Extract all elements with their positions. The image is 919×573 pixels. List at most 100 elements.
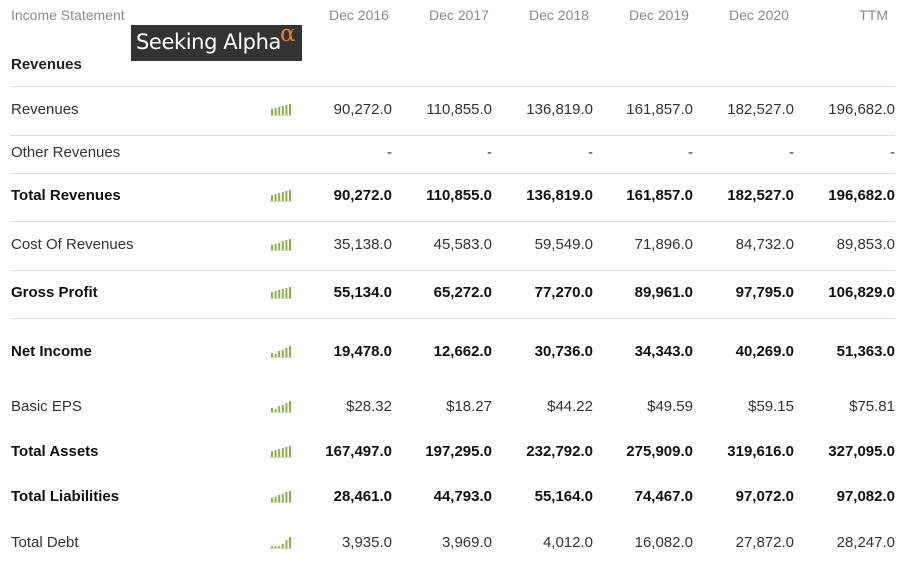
table-cell: 55,164.0 — [534, 488, 593, 505]
table-cell: 35,138.0 — [333, 236, 392, 253]
bar-chart-icon[interactable] — [270, 102, 292, 116]
spark-bar — [289, 239, 291, 250]
column-header-dec-2020: Dec 2020 — [729, 7, 789, 23]
spark-bar — [274, 409, 277, 412]
spark-bar — [281, 241, 284, 250]
table-cell: $49.59 — [647, 398, 693, 415]
row-label: Total Revenues — [11, 187, 121, 204]
bar-chart-icon[interactable] — [270, 344, 292, 358]
spark-baseline — [270, 412, 292, 413]
bar-chart-icon[interactable] — [270, 285, 292, 299]
row-label: Cost Of Revenues — [11, 236, 134, 253]
spark-bar — [274, 108, 277, 115]
table-cell: - — [588, 144, 593, 161]
table-cell: 84,732.0 — [735, 236, 794, 253]
seeking-alpha-logo: Seeking Alpha α — [131, 21, 302, 61]
column-header-dec-2017: Dec 2017 — [429, 7, 489, 23]
table-cell: - — [387, 144, 392, 161]
table-cell: 51,363.0 — [836, 343, 895, 360]
spark-baseline — [270, 201, 292, 202]
table-cell: 106,829.0 — [828, 284, 895, 301]
spark-bar — [274, 194, 277, 201]
table-cell: - — [487, 144, 492, 161]
spark-bar — [281, 544, 284, 548]
bar-chart-icon[interactable] — [270, 444, 292, 458]
spark-bar — [281, 289, 284, 298]
table-cell: 110,855.0 — [426, 101, 492, 118]
table-cell: 161,857.0 — [626, 101, 693, 118]
spark-bar — [271, 408, 273, 412]
spark-bar — [289, 446, 291, 457]
table-cell: - — [789, 144, 794, 161]
spark-baseline — [270, 250, 292, 251]
spark-bar — [285, 191, 288, 201]
table-cell: - — [890, 144, 895, 161]
spark-bar — [289, 104, 291, 115]
spark-baseline — [270, 298, 292, 299]
row-divider — [10, 221, 895, 222]
spark-bar — [281, 192, 284, 201]
spark-bar — [285, 492, 288, 502]
spark-bar — [285, 288, 288, 298]
table-cell: 4,012.0 — [542, 534, 593, 551]
table-cell: 74,467.0 — [634, 488, 693, 505]
bar-chart-icon[interactable] — [270, 535, 292, 549]
bar-chart-icon[interactable] — [270, 188, 292, 202]
spark-bar — [271, 109, 273, 115]
spark-bar — [285, 240, 288, 250]
table-cell: 65,272.0 — [433, 284, 492, 301]
spark-bar — [271, 546, 273, 548]
spark-bar — [281, 350, 284, 357]
row-divider — [10, 318, 895, 319]
table-cell: 16,082.0 — [634, 534, 693, 551]
table-title: Income Statement — [11, 7, 125, 23]
spark-bar — [285, 403, 288, 412]
table-cell: 90,272.0 — [333, 101, 392, 118]
table-cell: 3,935.0 — [341, 534, 392, 551]
spark-bar — [281, 106, 284, 115]
row-label: Other Revenues — [11, 144, 121, 161]
table-cell: 196,682.0 — [828, 101, 895, 118]
table-cell: 30,736.0 — [534, 343, 593, 360]
spark-bar — [274, 244, 277, 250]
table-cell: 27,872.0 — [735, 534, 794, 551]
row-label: Revenues — [11, 101, 79, 118]
table-cell: 167,497.0 — [325, 443, 392, 460]
table-cell: 77,270.0 — [534, 284, 593, 301]
table-cell: 19,478.0 — [333, 343, 392, 360]
spark-bar — [274, 497, 277, 502]
table-cell: 196,682.0 — [828, 187, 895, 204]
table-cell: 327,095.0 — [828, 443, 895, 460]
spark-baseline — [270, 357, 292, 358]
table-cell: 55,134.0 — [333, 284, 392, 301]
bar-chart-icon[interactable] — [270, 399, 292, 413]
spark-bar — [274, 546, 277, 548]
bar-chart-icon[interactable] — [270, 489, 292, 503]
row-label: Total Debt — [11, 534, 79, 551]
spark-bar — [274, 354, 277, 357]
spark-bar — [289, 401, 291, 412]
table-cell: 182,527.0 — [727, 101, 794, 118]
table-cell: $59.15 — [748, 398, 794, 415]
bar-chart-icon[interactable] — [270, 237, 292, 251]
table-cell: $44.22 — [547, 398, 593, 415]
spark-bar — [271, 292, 273, 298]
spark-bar — [271, 498, 273, 502]
table-cell: 136,819.0 — [526, 187, 593, 204]
spark-bar — [289, 491, 291, 502]
spark-bar — [278, 243, 281, 250]
table-cell: 3,969.0 — [441, 534, 492, 551]
table-cell: 110,855.0 — [426, 187, 492, 204]
spark-bar — [278, 107, 281, 115]
spark-bar — [285, 105, 288, 115]
table-cell: 28,461.0 — [333, 488, 392, 505]
table-cell: 28,247.0 — [836, 534, 895, 551]
spark-baseline — [270, 502, 292, 503]
table-cell: 97,072.0 — [735, 488, 794, 505]
table-cell: 40,269.0 — [735, 343, 794, 360]
row-divider — [10, 86, 895, 87]
row-label: Basic EPS — [11, 398, 82, 415]
table-cell: 97,795.0 — [735, 284, 794, 301]
row-label: Net Income — [11, 343, 92, 360]
table-cell: $75.81 — [849, 398, 895, 415]
